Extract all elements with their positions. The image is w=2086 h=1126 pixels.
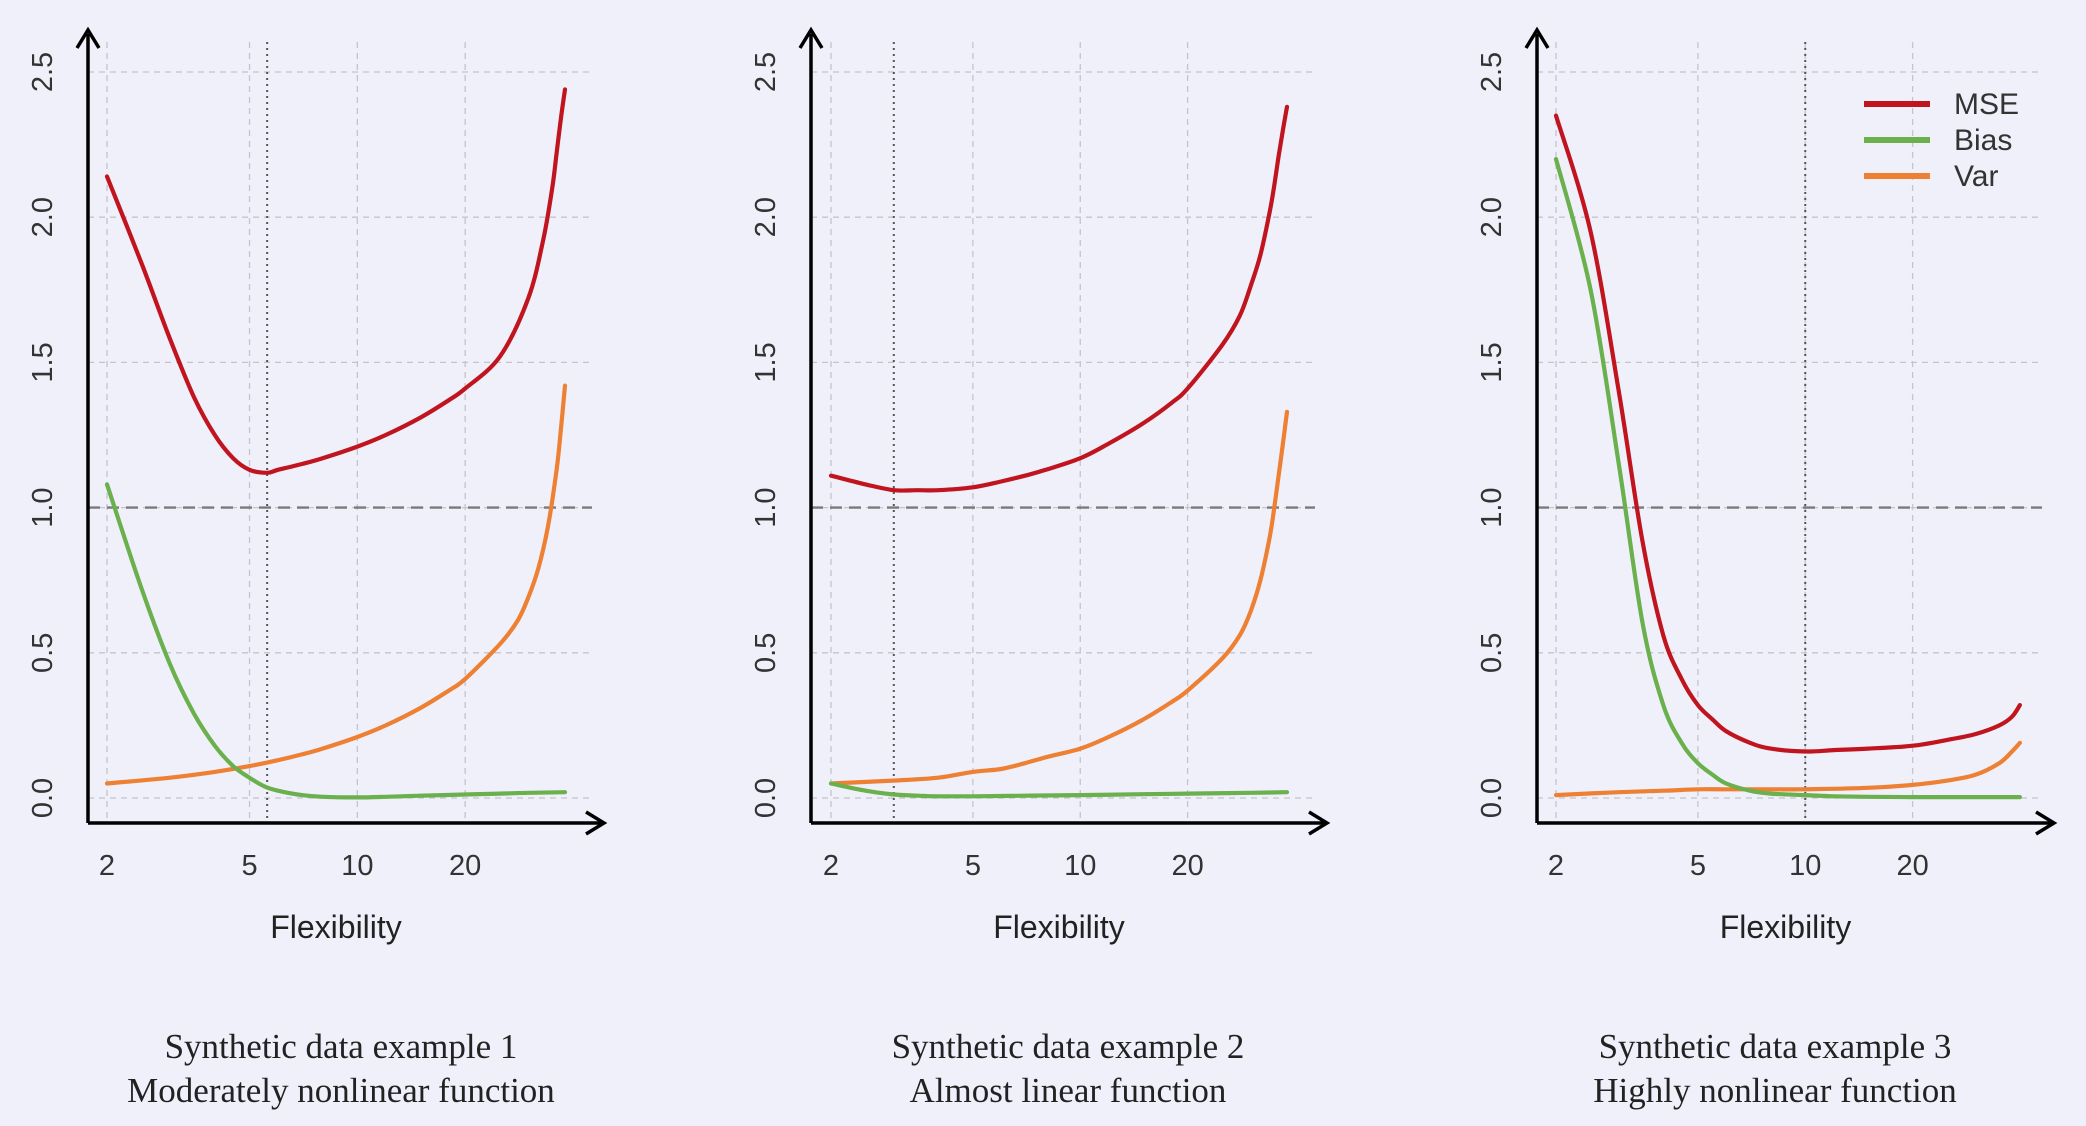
panel-caption: Synthetic data example 2	[892, 1027, 1245, 1066]
y-tick-label: 1.5	[27, 342, 59, 382]
chart-panel-3: 0.0 0.5 1.0 1.5 2.0 2.5 2 5 10 20 Flexibility Synth…	[1476, 26, 2058, 1110]
y-tick-label: 2.0	[750, 197, 782, 237]
x-tick-label: 10	[341, 850, 373, 882]
y-tick-label: 0.0	[750, 778, 782, 818]
x-tick-label: 5	[241, 850, 257, 882]
x-axis-arrow	[1308, 810, 1331, 836]
series-line-bias	[1553, 157, 2022, 800]
x-tick-label: 5	[965, 850, 981, 882]
panel-caption: Almost linear function	[910, 1071, 1227, 1110]
series-line-var	[828, 409, 1290, 786]
y-tick-label: 0.5	[1476, 633, 1508, 673]
y-tick-label: 2.5	[1476, 52, 1508, 92]
y-tick-label: 2.0	[27, 197, 59, 237]
y-tick-label: 1.0	[27, 487, 59, 527]
y-tick-label: 1.0	[1476, 487, 1508, 527]
panel-caption: Synthetic data example 1	[165, 1027, 518, 1066]
y-axis-arrow	[798, 26, 824, 49]
x-axis-title: Flexibility	[270, 909, 402, 945]
legend-label-mse: MSE	[1954, 88, 2019, 121]
y-axis-arrow	[75, 26, 101, 49]
y-tick-label: 0.5	[27, 633, 59, 673]
y-tick-label: 1.5	[750, 342, 782, 382]
chart-panel-1: 0.0 0.5 1.0 1.5 2.0 2.5 2 5 10 20 Flexibility Synth…	[27, 26, 608, 1110]
x-tick-label: 20	[1896, 850, 1928, 882]
x-axis-arrow	[2035, 810, 2058, 836]
legend-label-bias: Bias	[1954, 124, 2012, 157]
x-tick-label: 10	[1064, 850, 1096, 882]
panel-caption: Moderately nonlinear function	[127, 1071, 555, 1110]
series-line-var	[1553, 740, 2022, 798]
y-tick-label: 0.5	[750, 633, 782, 673]
x-tick-label: 2	[1548, 850, 1564, 882]
legend-label-var: Var	[1954, 160, 1998, 193]
x-tick-label: 20	[1171, 850, 1203, 882]
x-tick-label: 2	[99, 850, 115, 882]
series-line-mse	[104, 87, 568, 475]
x-axis-title: Flexibility	[993, 909, 1125, 945]
series-line-var	[104, 383, 568, 786]
y-axis-arrow	[1524, 26, 1550, 49]
chart-panel-2: 0.0 0.5 1.0 1.5 2.0 2.5 2 5 10 20 Flexibility Synth…	[750, 26, 1331, 1110]
x-tick-label: 2	[823, 850, 839, 882]
x-tick-label: 5	[1690, 850, 1706, 882]
y-tick-label: 0.0	[1476, 778, 1508, 818]
x-axis-title: Flexibility	[1720, 909, 1852, 945]
panel-caption: Highly nonlinear function	[1593, 1071, 1957, 1110]
panel-caption: Synthetic data example 3	[1599, 1027, 1952, 1066]
x-axis-arrow	[585, 810, 608, 836]
y-tick-label: 1.0	[750, 487, 782, 527]
series-line-bias	[104, 482, 568, 800]
y-tick-label: 2.5	[750, 52, 782, 92]
series-line-bias	[828, 781, 1290, 799]
x-tick-label: 10	[1789, 850, 1821, 882]
y-tick-label: 2.0	[1476, 197, 1508, 237]
series-line-mse	[1553, 113, 2022, 754]
series-line-mse	[828, 104, 1290, 493]
y-tick-label: 0.0	[27, 778, 59, 818]
y-tick-label: 1.5	[1476, 342, 1508, 382]
x-tick-label: 20	[449, 850, 481, 882]
y-tick-label: 2.5	[27, 52, 59, 92]
